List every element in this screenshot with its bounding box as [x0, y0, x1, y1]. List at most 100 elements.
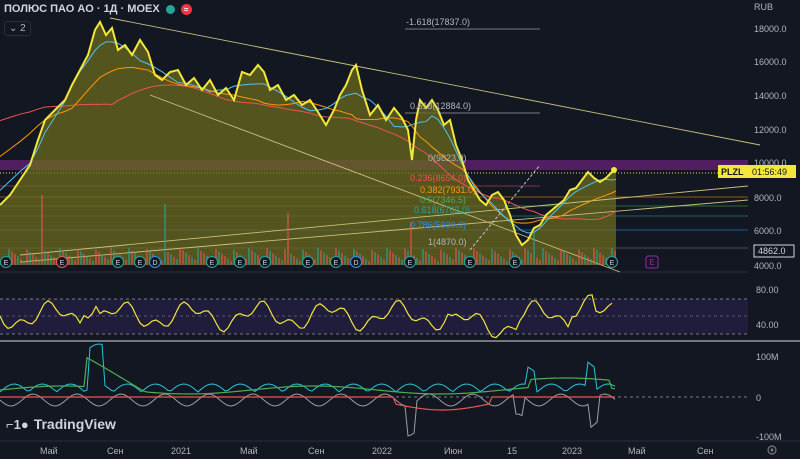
- time-tick: Май: [628, 446, 646, 456]
- volume-bar: [233, 249, 235, 265]
- volume-bar: [395, 255, 397, 265]
- volume-bar: [530, 252, 532, 265]
- volume-bar: [287, 213, 289, 265]
- volume-bar: [545, 250, 547, 265]
- volume-bar: [71, 258, 73, 265]
- symbol-header[interactable]: ПОЛЮС ПАО АО · 1Д · MOEX ≈: [4, 3, 192, 15]
- event-marker[interactable]: E: [606, 256, 618, 268]
- volume-flow-pane[interactable]: 100M 0 -100M: [0, 343, 782, 442]
- price-tick: 12000.0: [754, 125, 787, 135]
- time-axis[interactable]: Май Сен 2021 Май Сен 2022 Июн 15 2023 Ма…: [40, 446, 714, 456]
- volume-bar: [23, 261, 25, 265]
- flow-line-gray: [0, 393, 616, 437]
- time-tick: Май: [240, 446, 258, 456]
- event-marker-label: E: [263, 260, 268, 267]
- price-tick: 8000.0: [754, 193, 782, 203]
- price-line[interactable]: [0, 19, 617, 247]
- event-marker[interactable]: E: [330, 256, 342, 268]
- event-marker[interactable]: E: [404, 256, 416, 268]
- volume-bar: [440, 249, 442, 265]
- trendline[interactable]: [19, 185, 749, 256]
- volume-bar: [521, 259, 523, 265]
- oscillator-pane[interactable]: 80.00 40.00: [0, 285, 779, 339]
- volume-bar: [587, 256, 589, 265]
- event-marker[interactable]: E: [302, 256, 314, 268]
- flow-line-red: [0, 396, 615, 411]
- event-marker[interactable]: E: [234, 256, 246, 268]
- price-axis[interactable]: RUB 18000.0 16000.0 14000.0 12000.0 1000…: [754, 2, 787, 271]
- time-tick: Май: [40, 446, 58, 456]
- oscillator-line: [0, 294, 613, 339]
- event-marker[interactable]: E: [509, 256, 521, 268]
- volume-bar: [566, 253, 568, 265]
- volume-bar: [578, 249, 580, 265]
- currency-label: RUB: [754, 2, 773, 12]
- time-tick: 2021: [171, 446, 191, 456]
- volume-bar: [557, 260, 559, 265]
- time-tick: 2022: [372, 446, 392, 456]
- event-marker[interactable]: E: [112, 256, 124, 268]
- volume-bar: [92, 261, 94, 265]
- alert-icon[interactable]: ≈: [180, 3, 192, 15]
- volume-bar: [476, 250, 478, 265]
- ticker-badge[interactable]: [718, 165, 796, 178]
- volume-bar: [107, 259, 109, 265]
- dividend-marker[interactable]: [645, 255, 659, 269]
- volume-bar: [452, 259, 454, 265]
- volume-bar: [101, 254, 103, 265]
- trendline[interactable]: [149, 94, 621, 273]
- volume-bar: [281, 260, 283, 265]
- event-marker-label: E: [116, 260, 121, 267]
- volume-bar: [392, 252, 394, 265]
- dividend-marker-label: E: [649, 258, 654, 267]
- volume-bar: [203, 253, 205, 265]
- volume-bar: [329, 257, 331, 265]
- volume-bar: [341, 253, 343, 265]
- volume-bar: [275, 255, 277, 265]
- volume-tick: 100M: [756, 352, 779, 362]
- volume-bar: [446, 254, 448, 265]
- event-marker[interactable]: E: [56, 256, 68, 268]
- indicators-toggle[interactable]: ⌄ 2: [4, 21, 31, 36]
- volume-bar: [425, 251, 427, 265]
- trendline[interactable]: [109, 17, 761, 146]
- time-tick: Июн: [444, 446, 462, 456]
- price-pane[interactable]: [0, 17, 761, 273]
- volume-bar: [194, 259, 196, 265]
- volume-bar: [377, 254, 379, 265]
- time-tick: Сен: [107, 446, 124, 456]
- event-marker-label: E: [468, 260, 473, 267]
- market-status-icon[interactable]: [165, 4, 175, 14]
- trendline[interactable]: [19, 199, 749, 263]
- event-marker-label: E: [210, 260, 215, 267]
- volume-bar: [431, 256, 433, 265]
- event-marker[interactable]: E: [134, 256, 146, 268]
- ema-200-line: [0, 84, 617, 220]
- event-marker-label: E: [408, 260, 413, 267]
- event-marker[interactable]: D: [149, 256, 161, 268]
- event-marker[interactable]: E: [206, 256, 218, 268]
- event-marker[interactable]: E: [464, 256, 476, 268]
- volume-bar: [179, 247, 181, 265]
- settings-gear-icon[interactable]: [767, 445, 777, 455]
- time-tick: 2023: [562, 446, 582, 456]
- volume-bar: [74, 260, 76, 265]
- volume-bar: [14, 253, 16, 265]
- flow-line-green: [0, 356, 616, 395]
- event-marker[interactable]: E: [0, 256, 12, 268]
- volume-bar: [572, 258, 574, 265]
- volume-bar: [602, 255, 604, 265]
- event-marker[interactable]: E: [259, 256, 271, 268]
- time-tick: Сен: [697, 446, 714, 456]
- volume-bar: [98, 252, 100, 265]
- event-marker[interactable]: D: [350, 256, 362, 268]
- price-tick: 14000.0: [754, 91, 787, 101]
- volume-bar: [326, 255, 328, 265]
- volume-bar: [224, 256, 226, 265]
- volume-bar: [17, 256, 19, 265]
- volume-bar: [77, 249, 79, 265]
- fib-trend-dashed[interactable]: [469, 164, 541, 251]
- volume-bar: [491, 249, 493, 265]
- volume-bar: [506, 261, 508, 265]
